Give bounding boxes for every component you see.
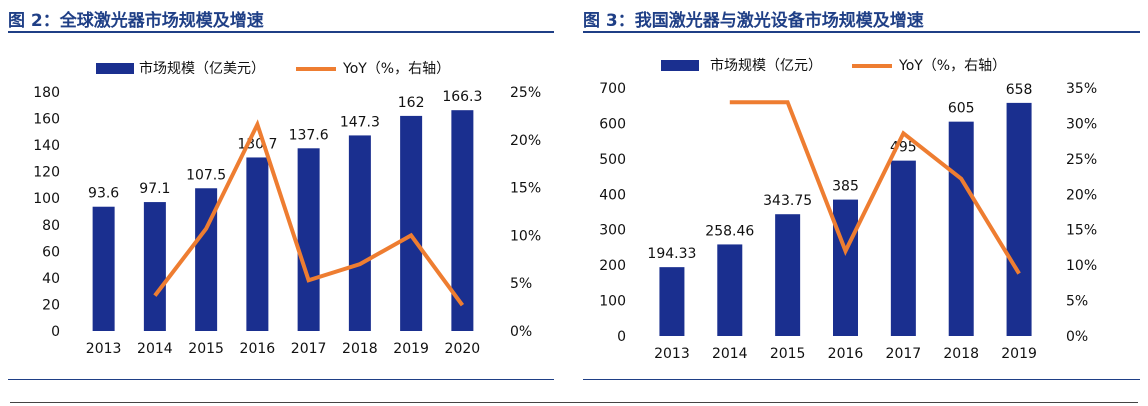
x-tick-label: 2020 [445, 341, 481, 357]
bar-value-label: 605 [948, 101, 975, 117]
combo-chart: 市场规模（亿元） YoY（%，右轴） 0 100 200 300 400 500 600 700 0… [599, 57, 1097, 362]
bar-value-label: 137.6 [289, 127, 329, 143]
x-tick-label: 2017 [886, 346, 922, 362]
chart-plot-group: 市场规模（亿美元） YoY（%，右轴） 0 20 40 60 80 100 120 140 160 1… [33, 60, 541, 357]
figure-title: 图 3：我国激光器与激光设备市场规模及增速 [583, 11, 924, 31]
x-tick-label: 2013 [86, 341, 122, 357]
y-right-tick-label: 10% [510, 228, 541, 244]
y-right-tick-label: 15% [510, 181, 541, 197]
legend-bar-label: 市场规模（亿美元） [139, 60, 265, 77]
y-right-tick-label: 15% [1066, 223, 1097, 239]
bar [659, 267, 685, 336]
bar-value-label: 343.75 [763, 193, 812, 209]
bottom-rule [583, 379, 1140, 380]
x-tick-label: 2015 [770, 346, 806, 362]
x-tick-label: 2016 [828, 346, 864, 362]
yoy-line-series [729, 100, 1021, 275]
figure-title: 图 2：全球激光器市场规模及增速 [8, 11, 264, 31]
y-left-tick-label: 600 [599, 116, 626, 132]
y-left-tick-label: 0 [617, 329, 626, 345]
y-left-tick-label: 20 [42, 297, 60, 313]
y-right-tick-label: 35% [1066, 81, 1097, 97]
bar [400, 115, 423, 332]
bar [1006, 102, 1032, 336]
bar [948, 121, 974, 337]
bar-value-label: 162 [398, 95, 425, 111]
bar [451, 110, 474, 331]
y-left-tick-label: 160 [33, 112, 60, 128]
bar-value-label: 258.46 [705, 223, 754, 239]
legend-line-label: YoY（%，右轴） [898, 58, 1006, 74]
y-left-tick-label: 200 [599, 258, 626, 274]
bar [297, 148, 320, 331]
y-left-tick-label: 500 [599, 152, 626, 168]
y-left-tick-label: 40 [42, 271, 60, 287]
y-right-tick-label: 20% [1066, 187, 1097, 203]
y-right-tick-label: 10% [1066, 258, 1097, 274]
y-left-tick-label: 120 [33, 165, 60, 181]
y-left-tick-label: 180 [33, 85, 60, 101]
y-left-tick-label: 140 [33, 138, 60, 154]
bar [348, 135, 371, 331]
y-right-tick-label: 30% [1066, 116, 1097, 132]
bar [833, 199, 858, 336]
bar [92, 206, 115, 331]
bar [775, 214, 801, 336]
bar [143, 202, 166, 331]
bar [717, 244, 743, 336]
y-left-tick-label: 300 [599, 223, 626, 239]
title-rule [583, 31, 1140, 33]
title-rule [8, 31, 554, 33]
bar-value-label: 658 [1006, 82, 1033, 98]
x-tick-label: 2018 [342, 341, 378, 357]
bar-value-label: 385 [832, 179, 859, 195]
bottom-rule [8, 379, 554, 380]
y-left-tick-label: 400 [599, 187, 626, 203]
y-right-tick-label: 25% [1066, 152, 1097, 168]
bar-value-label: 93.6 [88, 186, 119, 202]
legend-bar-swatch [661, 60, 699, 71]
y-left-tick-label: 80 [42, 218, 60, 234]
y-right-tick-label: 25% [510, 85, 541, 101]
bar-value-label: 147.3 [340, 114, 380, 130]
page-footer-rule [10, 402, 1138, 403]
bar-value-label: 107.5 [186, 167, 226, 183]
x-tick-label: 2017 [291, 341, 327, 357]
y-left-tick-label: 100 [599, 294, 626, 310]
x-tick-label: 2018 [943, 346, 979, 362]
y-right-tick-label: 20% [510, 133, 541, 149]
figure-panel-left: 图 2：全球激光器市场规模及增速 市场规模（亿美元） YoY（%，右轴） 0 20 40… [0, 0, 562, 406]
x-tick-label: 2014 [137, 341, 173, 357]
y-left-tick-label: 0 [51, 324, 60, 340]
yoy-line-series [153, 119, 465, 307]
x-tick-label: 2015 [188, 341, 224, 357]
figure-panel-right: 图 3：我国激光器与激光设备市场规模及增速 市场规模（亿元） YoY（%，右轴） 0… [575, 0, 1148, 406]
bar [246, 157, 269, 331]
y-right-tick-label: 0% [1066, 329, 1088, 345]
y-right-tick-label: 5% [1066, 294, 1088, 310]
x-tick-label: 2013 [654, 346, 690, 362]
bar-value-label: 166.3 [442, 89, 482, 105]
bar [890, 160, 916, 336]
bar [195, 188, 218, 331]
legend-bar-swatch [96, 63, 134, 74]
y-left-tick-label: 700 [599, 81, 626, 97]
bar-value-label: 194.33 [647, 246, 696, 262]
y-right-tick-label: 0% [510, 324, 532, 340]
y-left-tick-label: 60 [42, 244, 60, 260]
x-tick-label: 2019 [1001, 346, 1037, 362]
combo-chart: 市场规模（亿美元） YoY（%，右轴） 0 20 40 60 80 100 120 140 160 1… [33, 60, 541, 357]
y-right-tick-label: 5% [510, 276, 532, 292]
y-left-tick-label: 100 [33, 191, 60, 207]
x-tick-label: 2016 [240, 341, 276, 357]
bar-value-label: 97.1 [139, 181, 170, 197]
legend-bar-label: 市场规模（亿元） [710, 57, 822, 74]
legend-line-label: YoY（%，右轴） [342, 61, 450, 77]
x-tick-label: 2019 [393, 341, 429, 357]
x-tick-label: 2014 [712, 346, 748, 362]
chart-plot-group: 市场规模（亿元） YoY（%，右轴） 0 100 200 300 400 500 600 700 0… [599, 57, 1097, 362]
